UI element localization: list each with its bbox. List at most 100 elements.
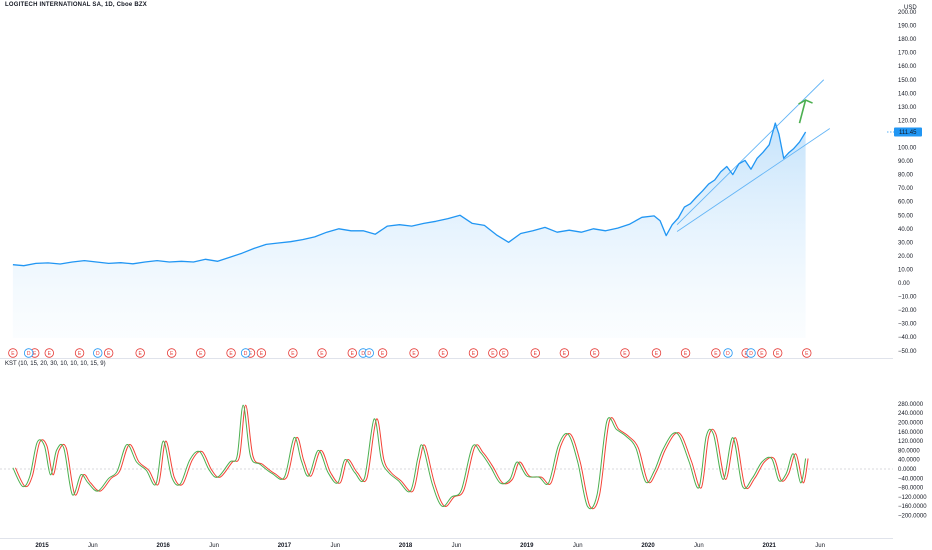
time-axis-label: 2019	[520, 543, 534, 549]
kst-axis-tick-label: 0.0000	[898, 467, 917, 473]
earnings-marker[interactable]: E	[438, 348, 448, 358]
price-axis-tick-label: 80.00	[898, 173, 914, 179]
price-axis-tick-label: 100.00	[898, 146, 917, 152]
earnings-marker[interactable]: E	[8, 348, 18, 358]
dividend-marker-label: D	[367, 351, 371, 357]
earnings-marker-circle	[44, 348, 54, 358]
earnings-marker[interactable]: E	[559, 348, 570, 358]
kst-indicator	[0, 404, 893, 510]
earnings-marker-label: E	[776, 351, 780, 357]
price-axis-tick-label: 140.00	[898, 91, 917, 97]
earnings-marker[interactable]: E	[226, 348, 236, 358]
dividend-marker[interactable]: D	[364, 348, 374, 358]
dividend-marker-circle	[23, 348, 34, 358]
time-axis-label: 2020	[641, 543, 655, 549]
kst-axis[interactable]: 280.0000 240.0000 200.0000 160.0000 120.0000…	[898, 402, 927, 520]
price-axis-tick-label: 120.00	[898, 118, 917, 124]
kst-axis-tick-label: 200.0000	[898, 421, 924, 427]
dividend-marker-label: D	[726, 351, 730, 357]
earnings-marker-label: E	[48, 351, 52, 357]
price-axis-tick-label: 150.00	[898, 78, 917, 84]
dividend-marker-label: D	[27, 351, 31, 357]
earnings-marker[interactable]: E	[256, 348, 267, 358]
earnings-marker[interactable]: E	[488, 348, 498, 358]
dividend-marker[interactable]: D	[746, 348, 756, 358]
earnings-marker-label: E	[412, 351, 416, 357]
earnings-marker[interactable]: E	[317, 348, 327, 358]
price-axis-tick-label: 70.00	[898, 186, 914, 192]
dividend-marker-circle	[746, 348, 756, 358]
kst-axis-tick-label: −40.0000	[898, 476, 924, 482]
earnings-dividend-events[interactable]: E E E E E E E E E E E E E E E E E E E E E E E E E E E E E E ED D D D D D D	[8, 348, 812, 358]
dividend-marker[interactable]: D	[23, 348, 34, 358]
arrow-shaft	[798, 99, 807, 124]
earnings-marker[interactable]: E	[651, 348, 662, 358]
price-axis-tick-label: −50.00	[898, 349, 917, 355]
earnings-marker-circle	[409, 348, 419, 358]
kst-axis-tick-label: 80.0000	[898, 448, 920, 454]
earnings-marker-label: E	[491, 351, 495, 357]
earnings-marker[interactable]: E	[802, 348, 812, 358]
earnings-marker-label: E	[78, 351, 82, 357]
earnings-marker[interactable]: E	[589, 348, 600, 358]
dividend-marker-circle	[240, 348, 251, 358]
earnings-marker[interactable]: E	[288, 348, 298, 358]
time-axis-label: 2015	[35, 543, 49, 549]
kst-axis-tick-label: −160.0000	[898, 504, 927, 510]
earnings-marker[interactable]: E	[44, 348, 54, 358]
dividend-marker-circle	[723, 348, 733, 358]
earnings-marker[interactable]: E	[499, 348, 509, 358]
price-axis-tick-label: −40.00	[898, 335, 917, 341]
earnings-marker[interactable]: E	[74, 348, 85, 358]
earnings-marker-circle	[680, 348, 691, 358]
earnings-marker-circle	[559, 348, 570, 358]
kst-line	[12, 404, 807, 510]
earnings-marker[interactable]: E	[680, 348, 691, 358]
earnings-marker[interactable]: E	[620, 348, 630, 358]
earnings-marker[interactable]: E	[347, 348, 357, 358]
dividend-marker-label: D	[361, 351, 365, 357]
time-axis-label: 2018	[399, 543, 413, 549]
earnings-marker[interactable]: E	[757, 348, 767, 358]
earnings-marker[interactable]: E	[409, 348, 419, 358]
earnings-marker-circle	[488, 348, 498, 358]
price-axis-tick-label: 190.00	[898, 24, 917, 30]
earnings-marker-circle	[166, 348, 177, 358]
earnings-marker-circle	[438, 348, 448, 358]
earnings-marker[interactable]: E	[468, 348, 479, 358]
last-price-value: 111.45	[899, 130, 917, 136]
time-axis-label: 2021	[763, 543, 777, 549]
kst-signal-line	[14, 404, 809, 510]
price-axis-tick-label: 10.00	[898, 267, 914, 273]
dividend-marker[interactable]: D	[240, 348, 251, 358]
price-area	[12, 123, 806, 338]
arrow-head	[798, 99, 813, 105]
dividend-marker[interactable]: D	[93, 348, 103, 358]
earnings-marker-circle	[530, 348, 540, 358]
price-axis-tick-label: 170.00	[898, 51, 917, 57]
price-axis-tick-label: 60.00	[898, 200, 914, 206]
earnings-marker[interactable]: E	[377, 348, 388, 358]
earnings-marker-label: E	[534, 351, 538, 357]
time-axis[interactable]: 2015 Jun 2016 Jun 2017 Jun 2018 Jun 2019 Jun 2020 J…	[0, 538, 893, 550]
earnings-marker[interactable]: E	[530, 348, 540, 358]
indicator-title: KST (10, 15, 20, 30, 10, 10, 10, 15, 9)	[5, 361, 106, 367]
time-axis-label: 2017	[278, 543, 292, 549]
earnings-marker[interactable]: E	[103, 348, 114, 358]
earnings-marker-circle	[772, 348, 783, 358]
last-price-label: 111.45	[887, 127, 922, 137]
earnings-marker[interactable]: E	[196, 348, 206, 358]
earnings-marker[interactable]: E	[135, 348, 145, 358]
price-axis-tick-label: 20.00	[898, 254, 914, 260]
price-axis-tick-label: −30.00	[898, 322, 917, 328]
earnings-marker[interactable]: E	[711, 348, 721, 358]
dividend-marker[interactable]: D	[723, 348, 733, 358]
earnings-marker-circle	[288, 348, 298, 358]
earnings-marker[interactable]: E	[166, 348, 177, 358]
earnings-marker-label: E	[684, 351, 688, 357]
earnings-marker-circle	[468, 348, 479, 358]
earnings-marker-circle	[196, 348, 206, 358]
earnings-marker[interactable]: E	[772, 348, 783, 358]
